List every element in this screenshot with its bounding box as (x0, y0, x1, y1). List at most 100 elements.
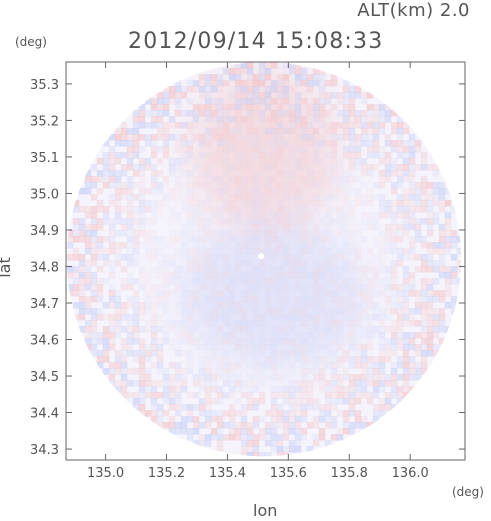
noise-cell (78, 326, 86, 333)
noise-cell (354, 188, 362, 195)
noise-cell (246, 248, 254, 255)
noise-cell (402, 314, 410, 321)
noise-cell (336, 188, 344, 195)
noise-cell (204, 92, 212, 99)
noise-cell (246, 218, 254, 225)
noise-cell (204, 266, 212, 273)
noise-cell (324, 440, 332, 447)
noise-cell (150, 146, 158, 153)
noise-cell (414, 146, 422, 153)
noise-cell (204, 152, 212, 159)
noise-cell (138, 344, 146, 351)
noise-cell (234, 326, 242, 333)
noise-cell (156, 410, 164, 417)
noise-cell (162, 98, 170, 105)
noise-cell (396, 134, 404, 141)
noise-cell (186, 254, 194, 261)
noise-cell (396, 296, 404, 303)
noise-cell (174, 122, 182, 129)
noise-cell (276, 278, 284, 285)
noise-cell (210, 344, 218, 351)
noise-cell (270, 356, 278, 363)
noise-cell (408, 236, 416, 243)
noise-cell (90, 176, 98, 183)
noise-cell (198, 248, 206, 255)
noise-cell (90, 350, 98, 357)
noise-cell (276, 140, 284, 147)
noise-cell (348, 188, 356, 195)
noise-cell (240, 338, 248, 345)
noise-cell (144, 200, 152, 207)
noise-cell (138, 164, 146, 171)
noise-cell (168, 404, 176, 411)
noise-cell (228, 272, 236, 279)
noise-cell (84, 344, 92, 351)
noise-cell (336, 308, 344, 315)
noise-cell (355, 332, 362, 339)
noise-cell (138, 278, 146, 285)
noise-cell (162, 254, 170, 261)
noise-cell (246, 236, 254, 243)
noise-cell (330, 314, 338, 321)
noise-cell (246, 116, 254, 123)
noise-cell (294, 416, 302, 423)
noise-cell (342, 146, 350, 153)
noise-cell (318, 308, 326, 315)
noise-cell (354, 158, 362, 165)
noise-cell (378, 104, 386, 111)
noise-cell (396, 374, 404, 381)
noise-cell (150, 104, 158, 111)
x-axis-ticks: 135.0 135.2 135.4 135.6 135.8 136.0 (87, 62, 429, 481)
noise-cell (120, 134, 128, 141)
noise-cell (414, 296, 422, 303)
noise-cell (246, 362, 254, 369)
noise-cell (294, 302, 302, 309)
noise-cell (199, 308, 206, 315)
noise-cell (192, 236, 200, 243)
noise-cell (270, 176, 278, 183)
noise-cell (402, 158, 410, 165)
noise-cell (312, 374, 320, 381)
noise-cell (354, 164, 362, 171)
noise-cell (216, 122, 224, 129)
noise-cell (138, 158, 146, 165)
noise-cell (318, 242, 326, 249)
noise-cell (138, 218, 146, 225)
noise-cell (126, 272, 134, 279)
noise-cell (324, 110, 332, 117)
noise-cell (252, 350, 260, 357)
noise-cell (246, 68, 254, 75)
noise-cell (180, 326, 188, 333)
noise-cell (204, 110, 212, 117)
noise-cell (204, 170, 212, 177)
noise-cell (150, 320, 158, 327)
noise-cell (342, 410, 350, 417)
noise-cell (222, 80, 230, 87)
noise-cell (210, 98, 218, 105)
noise-cell (150, 392, 158, 399)
noise-cell (150, 248, 158, 255)
noise-cell (264, 362, 272, 369)
noise-cell (258, 152, 266, 159)
noise-cell (210, 134, 218, 141)
noise-cell (330, 362, 338, 369)
noise-cell (313, 368, 320, 375)
noise-cell (228, 116, 236, 123)
noise-cell (132, 164, 140, 171)
noise-cell (288, 68, 296, 75)
noise-cell (384, 170, 392, 177)
noise-cell (216, 74, 224, 81)
noise-cell (444, 224, 452, 231)
noise-cell (234, 176, 242, 183)
noise-cell (240, 158, 248, 165)
noise-cell (390, 296, 398, 303)
noise-cell (210, 152, 218, 159)
noise-cell (72, 272, 80, 279)
noise-cell (306, 380, 314, 387)
noise-cell (408, 320, 416, 327)
noise-cell (156, 290, 164, 297)
noise-cell (204, 284, 212, 291)
noise-cell (378, 380, 386, 387)
noise-cell (432, 170, 440, 177)
noise-cell (174, 386, 182, 393)
